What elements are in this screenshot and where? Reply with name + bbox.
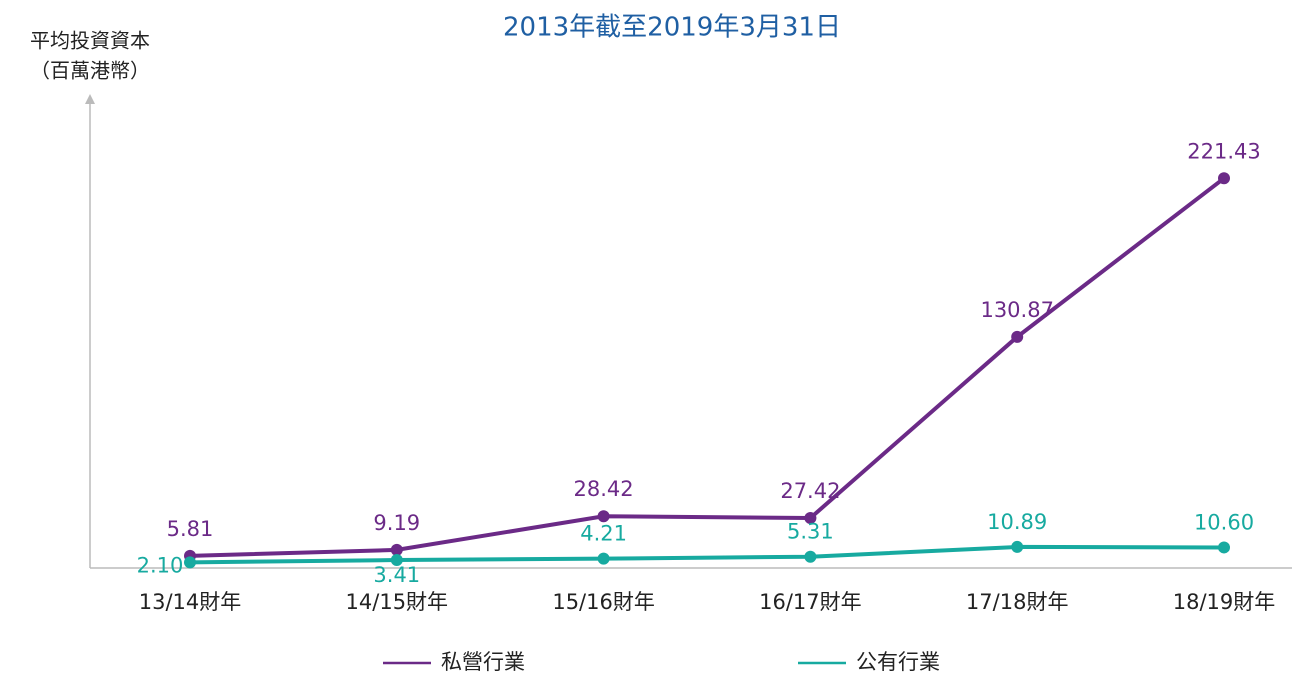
x-tick-label: 15/16財年 (552, 590, 655, 614)
data-label: 9.19 (373, 511, 420, 535)
data-label: 5.81 (167, 517, 214, 541)
data-label: 5.31 (787, 520, 834, 544)
data-point (1218, 541, 1230, 554)
data-point (390, 543, 403, 556)
data-point (1011, 540, 1024, 553)
legend-label: 公有行業 (856, 650, 940, 674)
data-point (184, 556, 196, 569)
y-axis-label: （百萬港幣） (30, 59, 150, 83)
chart-title: 2013年截至2019年3月31日 (503, 13, 841, 43)
x-tick-label: 14/15財年 (346, 590, 449, 614)
x-tick-label: 13/14財年 (139, 590, 242, 614)
data-label: 2.10 (137, 553, 184, 577)
data-label: 10.89 (987, 510, 1047, 534)
data-label: 4.21 (580, 522, 627, 546)
series-line (189, 176, 1226, 558)
x-tick-label: 17/18財年 (966, 590, 1069, 614)
data-point (597, 510, 610, 523)
data-point (1218, 172, 1230, 185)
data-label: 3.41 (373, 563, 420, 587)
data-label: 10.60 (1194, 510, 1254, 534)
y-axis-label: 平均投資資本 (30, 29, 150, 53)
data-label: 28.42 (574, 477, 634, 501)
y-axis-arrow (85, 94, 95, 104)
data-point (804, 511, 817, 524)
x-tick-label: 18/19財年 (1173, 590, 1276, 614)
data-label: 27.42 (780, 479, 840, 503)
data-point (597, 552, 610, 565)
series-line (189, 544, 1225, 565)
legend-label: 私營行業 (441, 650, 525, 674)
data-point (1011, 330, 1024, 343)
data-label: 130.87 (980, 298, 1053, 322)
data-point (804, 550, 817, 563)
data-label: 221.43 (1187, 139, 1260, 163)
data-point (390, 554, 403, 567)
x-tick-label: 16/17財年 (759, 590, 862, 614)
